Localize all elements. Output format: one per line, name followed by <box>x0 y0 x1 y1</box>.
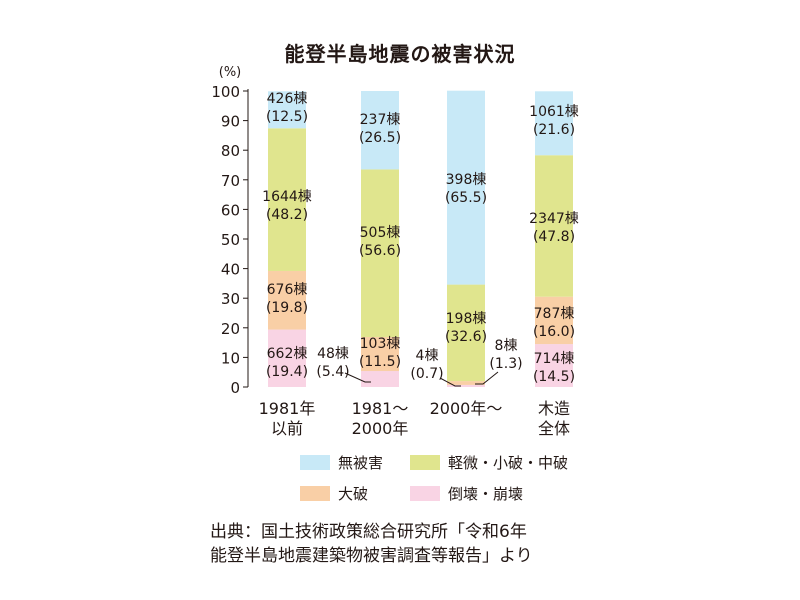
y-axis-unit: (%) <box>219 65 242 80</box>
x-category-label: 2000年～ <box>430 399 503 418</box>
legend-swatch-minor-damage <box>410 455 440 470</box>
x-category-label: 以前 <box>271 419 303 438</box>
bar-segment <box>361 91 399 170</box>
bar-segment <box>268 270 306 330</box>
bar-segment <box>268 329 306 387</box>
data-label-percent: (56.6) <box>359 243 401 259</box>
data-label-count: 714棟 <box>534 351 575 367</box>
data-label-count: 237棟 <box>360 112 401 128</box>
data-label-count: 662棟 <box>267 346 308 362</box>
data-label-count: 48棟 <box>317 346 349 362</box>
bar-segment <box>535 296 573 345</box>
data-label-count: 1644棟 <box>262 189 312 205</box>
data-label-percent: (5.4) <box>316 364 349 380</box>
data-label-percent: (65.5) <box>445 190 487 206</box>
y-tick-label: 70 <box>221 172 240 190</box>
leader-line <box>439 377 461 387</box>
bar-segment <box>447 384 485 387</box>
data-label-percent: (26.5) <box>359 130 401 146</box>
x-category-label: 全体 <box>538 419 570 438</box>
y-tick-label: 0 <box>230 379 240 397</box>
x-category-label: 2000年 <box>352 419 409 438</box>
bar-segment <box>535 344 573 387</box>
data-label-count: 1061棟 <box>529 104 579 120</box>
data-label-percent: (19.4) <box>266 364 308 380</box>
legend-label-major-damage: 大破 <box>338 485 369 503</box>
data-label-percent: (21.6) <box>533 122 575 138</box>
data-label-percent: (0.7) <box>410 366 443 382</box>
bar-segment <box>447 284 485 382</box>
data-label-count: 103棟 <box>360 336 401 352</box>
bar-segment <box>361 169 399 337</box>
y-tick-label: 30 <box>221 290 240 308</box>
bar-segment <box>361 371 399 387</box>
source-line-1: 出典：国土技術政策総合研究所「令和6年 <box>210 522 527 542</box>
data-label-percent: (47.8) <box>533 229 575 245</box>
y-tick-label: 60 <box>221 201 240 219</box>
legend-item-no-damage: 無被害 <box>300 452 410 473</box>
bar-segment <box>268 128 306 271</box>
legend-item-collapse: 倒壊・崩壊 <box>410 483 590 504</box>
data-label-percent: (16.0) <box>533 324 575 340</box>
legend-label-no-damage: 無被害 <box>338 454 384 472</box>
bar-segment <box>535 91 573 156</box>
legend-item-major-damage: 大破 <box>300 483 410 504</box>
data-label-count: 198棟 <box>446 311 487 327</box>
source-line-2: 能登半島地震建築物被害調査等報告」より <box>210 546 533 566</box>
data-label-percent: (11.5) <box>359 354 401 370</box>
y-tick-label: 20 <box>221 320 240 338</box>
data-label-count: 398棟 <box>446 172 487 188</box>
y-tick-label: 100 <box>211 83 240 101</box>
legend-swatch-no-damage <box>300 455 330 470</box>
y-tick-label: 40 <box>221 261 240 279</box>
chart-title: 能登半島地震の被害状況 <box>284 42 516 66</box>
data-label-count: 505棟 <box>360 225 401 241</box>
data-label-count: 4棟 <box>416 348 439 364</box>
data-label-percent: (14.5) <box>533 369 575 385</box>
data-label-percent: (12.5) <box>266 109 308 125</box>
y-tick-label: 50 <box>221 231 240 249</box>
data-label-count: 2347棟 <box>529 211 579 227</box>
data-label-count: 426棟 <box>267 91 308 107</box>
data-label-count: 8棟 <box>495 338 518 354</box>
legend-item-minor-damage: 軽微・小破・中破 <box>410 452 590 473</box>
bar-segment <box>361 336 399 372</box>
legend-label-collapse: 倒壊・崩壊 <box>448 485 524 503</box>
bar-segment <box>447 90 485 285</box>
data-label-percent: (1.3) <box>489 356 522 372</box>
legend-label-minor-damage: 軽微・小破・中破 <box>448 454 569 472</box>
data-label-percent: (32.6) <box>445 329 487 345</box>
y-tick-label: 80 <box>221 142 240 160</box>
x-category-label: 木造 <box>538 399 570 418</box>
data-label-count: 676棟 <box>267 282 308 298</box>
leader-line <box>344 372 371 383</box>
data-label-count: 787棟 <box>534 306 575 322</box>
bar-segment <box>447 381 485 385</box>
bar-segment <box>268 91 306 129</box>
bar-segment <box>535 155 573 297</box>
legend-swatch-major-damage <box>300 486 330 501</box>
data-label-percent: (19.8) <box>266 300 308 316</box>
y-tick-label: 90 <box>221 113 240 131</box>
chart-legend: 無被害 軽微・小破・中破 大破 倒壊・崩壊 <box>300 452 600 504</box>
legend-swatch-collapse <box>410 486 440 501</box>
x-category-label: 1981年 <box>259 399 316 418</box>
source-note: 出典：国土技術政策総合研究所「令和6年 能登半島地震建築物被害調査等報告」より <box>210 520 533 568</box>
y-tick-label: 10 <box>221 349 240 367</box>
data-label-percent: (48.2) <box>266 207 308 223</box>
x-category-label: 1981～ <box>352 399 409 418</box>
leader-line <box>475 371 499 385</box>
